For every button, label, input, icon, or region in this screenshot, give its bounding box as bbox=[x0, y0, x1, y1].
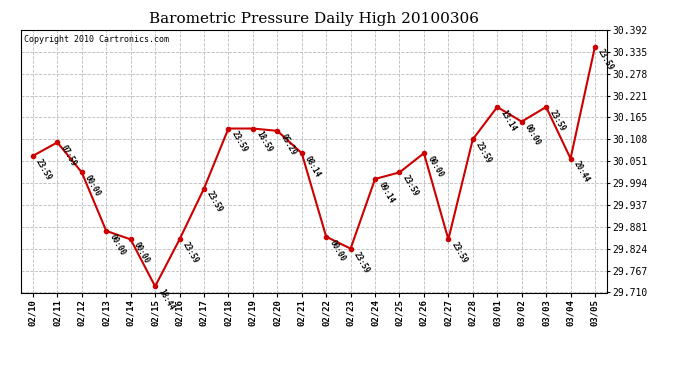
Text: 09:14: 09:14 bbox=[377, 180, 396, 205]
Text: 13:14: 13:14 bbox=[499, 108, 518, 133]
Text: 23:59: 23:59 bbox=[596, 48, 615, 72]
Text: 00:00: 00:00 bbox=[425, 154, 444, 179]
Text: 00:00: 00:00 bbox=[83, 174, 103, 198]
Text: 00:00: 00:00 bbox=[523, 123, 542, 147]
Text: Copyright 2010 Cartronics.com: Copyright 2010 Cartronics.com bbox=[23, 35, 168, 44]
Text: 23:59: 23:59 bbox=[352, 250, 371, 274]
Text: 23:59: 23:59 bbox=[34, 157, 54, 182]
Text: 08:14: 08:14 bbox=[303, 154, 322, 179]
Text: 23:59: 23:59 bbox=[181, 241, 200, 265]
Text: 23:59: 23:59 bbox=[401, 174, 420, 198]
Text: 00:00: 00:00 bbox=[328, 238, 347, 262]
Text: 23:59: 23:59 bbox=[230, 130, 249, 154]
Text: 23:59: 23:59 bbox=[206, 190, 225, 214]
Text: 23:59: 23:59 bbox=[474, 141, 493, 165]
Text: 18:44: 18:44 bbox=[157, 288, 176, 312]
Text: 00:00: 00:00 bbox=[108, 232, 127, 257]
Title: Barometric Pressure Daily High 20100306: Barometric Pressure Daily High 20100306 bbox=[149, 12, 479, 26]
Text: 00:00: 00:00 bbox=[132, 241, 151, 265]
Text: 18:59: 18:59 bbox=[254, 130, 274, 154]
Text: 23:59: 23:59 bbox=[450, 241, 469, 265]
Text: 23:59: 23:59 bbox=[547, 108, 567, 133]
Text: 07:59: 07:59 bbox=[59, 144, 78, 168]
Text: 05:29: 05:29 bbox=[279, 132, 298, 157]
Text: 20:44: 20:44 bbox=[572, 160, 591, 184]
